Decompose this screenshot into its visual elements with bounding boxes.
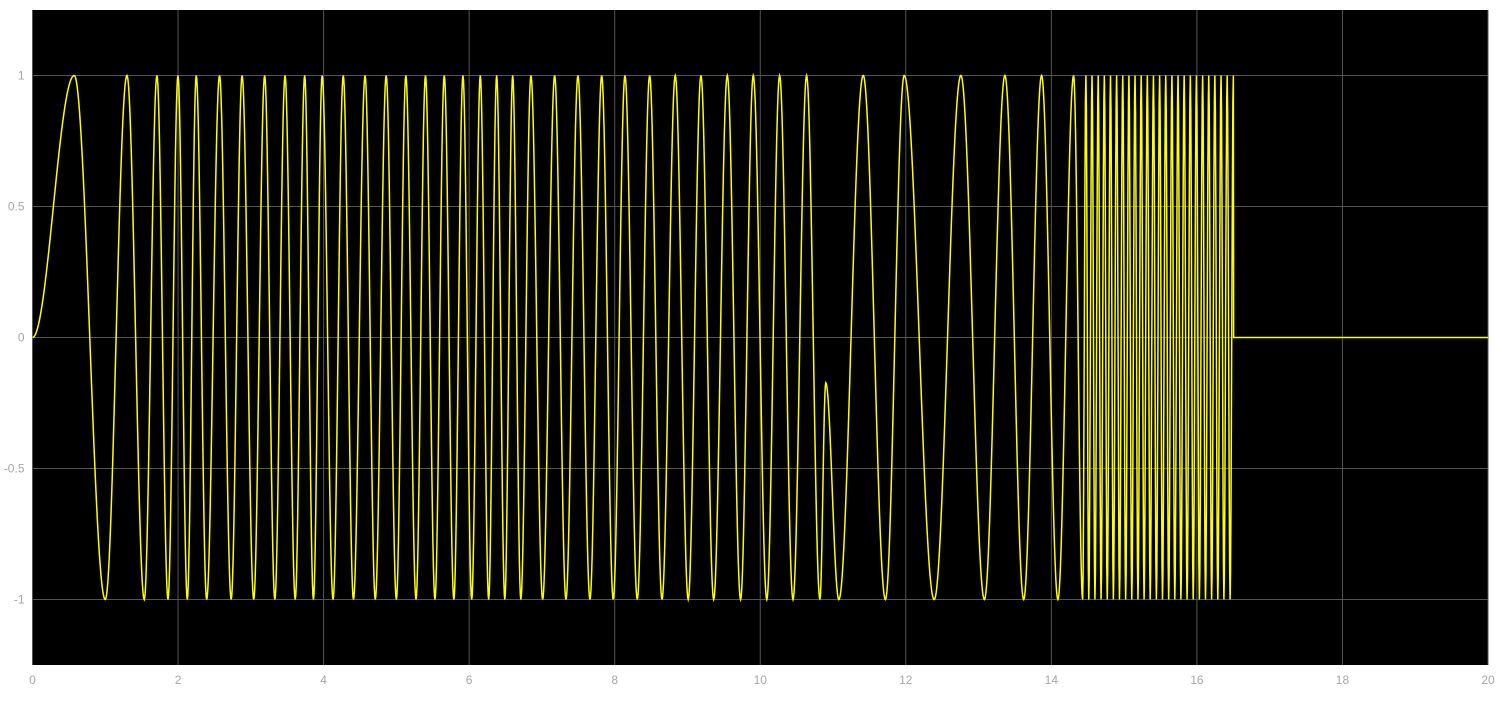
x-tick-label: 4 <box>320 673 327 687</box>
y-tick-label: -0.5 <box>4 462 25 476</box>
x-tick-label: 0 <box>29 673 36 687</box>
x-tick-label: 18 <box>1336 673 1350 687</box>
x-tick-label: 14 <box>1045 673 1059 687</box>
x-tick-label: 6 <box>466 673 473 687</box>
y-tick-label: 0.5 <box>8 200 25 214</box>
y-tick-label: -1 <box>14 593 25 607</box>
x-tick-label: 16 <box>1190 673 1204 687</box>
x-tick-label: 20 <box>1481 673 1495 687</box>
y-tick-label: 0 <box>18 331 25 345</box>
x-tick-label: 8 <box>611 673 618 687</box>
x-tick-label: 2 <box>175 673 182 687</box>
signal-line <box>32 72 1488 603</box>
x-tick-label: 12 <box>899 673 913 687</box>
y-axis-ticks: 1 0.5 0 -0.5 -1 <box>4 69 25 607</box>
x-tick-label: 10 <box>754 673 768 687</box>
y-tick-label: 1 <box>18 69 25 83</box>
x-axis-ticks: 0 2 4 6 8 10 12 14 16 18 20 <box>29 673 1495 687</box>
